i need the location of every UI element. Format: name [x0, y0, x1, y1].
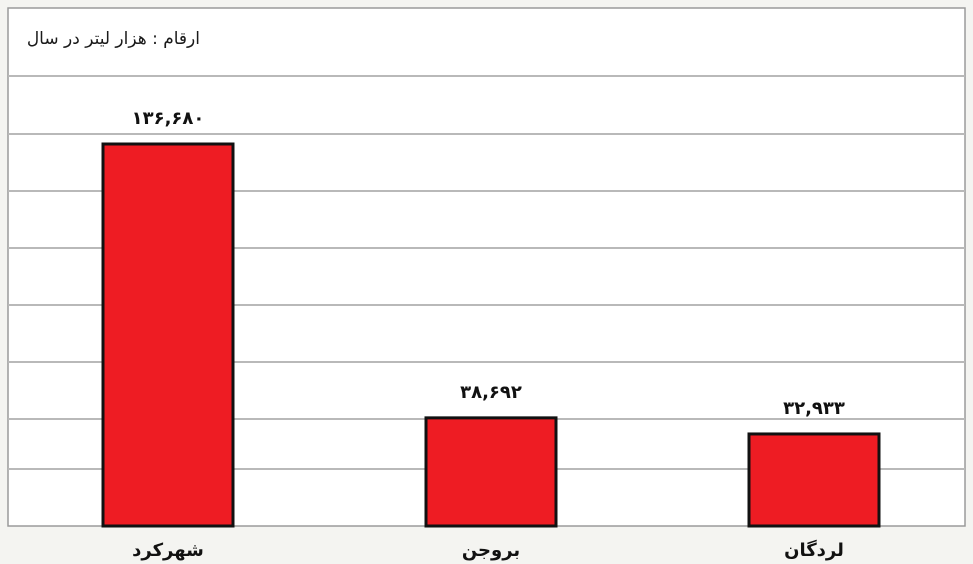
bar [424, 416, 558, 528]
unit-label: ارقام : هزار لیتر در سال [27, 29, 200, 49]
bar [101, 142, 235, 528]
category-label: شهرکرد [132, 540, 204, 561]
bar [747, 432, 881, 528]
value-labels: ۱۳۶,۶۸۰ ۳۸,۶۹۲ ۳۲,۹۳۳ [132, 108, 845, 419]
category-label: بروجن [462, 540, 520, 561]
bars [101, 142, 881, 528]
category-label: لردگان [784, 539, 844, 561]
data-label: ۳۲,۹۳۳ [783, 398, 845, 419]
data-label: ۳۸,۶۹۲ [460, 382, 522, 403]
data-label: ۱۳۶,۶۸۰ [132, 108, 205, 129]
category-labels: شهرکرد بروجن لردگان [132, 539, 844, 561]
